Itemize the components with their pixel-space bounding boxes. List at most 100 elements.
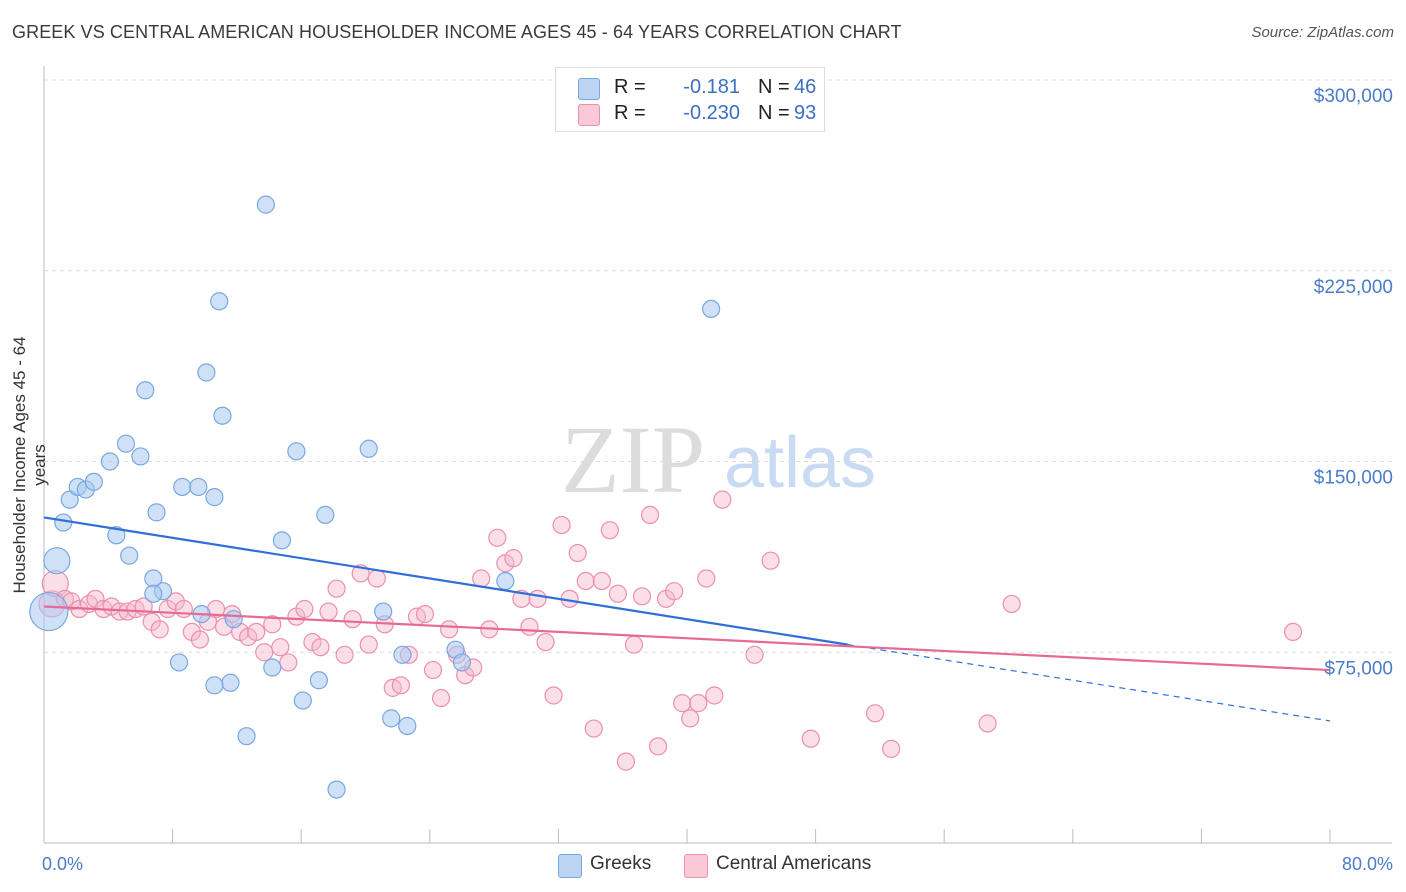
greek-point xyxy=(398,716,417,736)
y-tick-label: $225,000 xyxy=(1314,277,1393,298)
y-tick-labels: $75,000 $150,000 $225,000 $300,000 xyxy=(1314,86,1393,679)
central-american-point xyxy=(761,551,780,570)
central-american-point xyxy=(431,688,451,708)
watermark-zip: ZIP xyxy=(561,406,705,513)
central-american-point xyxy=(391,676,410,695)
central-legend-label: Central Americans xyxy=(716,853,872,874)
central-american-point xyxy=(271,638,290,657)
greek-point xyxy=(173,477,192,497)
central-american-point xyxy=(616,752,636,771)
central-american-points xyxy=(38,490,1303,771)
greek-point xyxy=(256,195,275,214)
central-american-point xyxy=(713,490,732,509)
greek-points xyxy=(29,195,721,799)
central-r-label: R = xyxy=(614,102,646,124)
central-american-point xyxy=(295,599,314,619)
series-legend: Greeks Central Americans xyxy=(0,852,1406,878)
central-american-point xyxy=(801,729,820,748)
greek-point xyxy=(43,547,71,575)
stats-legend: R = -0.181 N = 46 R = -0.230 N = 93 xyxy=(555,67,825,132)
greek-point xyxy=(287,442,306,461)
greek-point xyxy=(221,673,240,692)
greek-point xyxy=(107,526,126,545)
greek-point xyxy=(382,709,401,728)
greek-point xyxy=(224,610,243,629)
central-american-point xyxy=(568,543,587,563)
central-american-point xyxy=(327,579,346,598)
greek-point xyxy=(210,292,229,311)
central-american-point xyxy=(367,569,386,588)
greek-point xyxy=(131,447,150,466)
central-american-point xyxy=(311,638,330,657)
greek-point xyxy=(100,452,120,471)
greeks-trend-extension xyxy=(847,644,1331,722)
central-american-point xyxy=(544,686,563,705)
central-trend-line xyxy=(43,605,1331,672)
central-american-point xyxy=(247,622,266,642)
greek-point xyxy=(189,477,208,497)
greek-point xyxy=(29,591,69,632)
y-tick-label: $75,000 xyxy=(1324,658,1393,679)
greek-point xyxy=(136,381,155,400)
greeks-n-value: 46 xyxy=(794,76,817,98)
greek-point xyxy=(359,439,378,458)
central-american-point xyxy=(174,599,193,619)
central-american-point xyxy=(592,571,611,591)
greek-point xyxy=(263,658,282,677)
central-american-point xyxy=(343,610,362,629)
central-american-point xyxy=(624,635,644,654)
central-american-point xyxy=(673,694,692,713)
central-american-point xyxy=(423,660,443,680)
central-american-point xyxy=(359,635,378,654)
central-american-point xyxy=(255,643,274,662)
gridlines xyxy=(44,79,1392,653)
greek-point xyxy=(452,653,472,672)
greeks-r-label: R = xyxy=(614,76,646,98)
central-american-point xyxy=(584,719,603,738)
central-swatch xyxy=(578,104,600,126)
central-american-point xyxy=(415,604,435,624)
greek-point xyxy=(144,584,163,603)
greeks-trend-line xyxy=(43,516,848,646)
central-american-point xyxy=(640,505,660,525)
greeks-legend-label: Greeks xyxy=(590,853,652,874)
greek-point xyxy=(293,691,312,710)
central-american-point xyxy=(705,686,724,705)
central-american-point xyxy=(472,569,491,588)
greeks-n-label: N = xyxy=(758,76,790,98)
greeks-swatch xyxy=(578,78,600,100)
central-american-point xyxy=(190,630,210,649)
greek-point xyxy=(197,363,216,382)
greeks-r-value: -0.181 xyxy=(683,76,740,98)
greek-point xyxy=(393,645,412,664)
greek-point xyxy=(327,780,346,799)
trend-lines xyxy=(43,516,1331,722)
greek-point xyxy=(374,602,393,621)
watermark: ZIP atlas xyxy=(561,406,876,513)
central-american-point xyxy=(504,549,523,568)
central-american-point xyxy=(335,645,354,664)
y-tick-label: $300,000 xyxy=(1314,86,1393,107)
central-legend-swatch xyxy=(684,854,708,878)
greek-point xyxy=(144,569,163,588)
central-american-point xyxy=(279,653,298,672)
central-american-point xyxy=(1283,622,1303,642)
central-american-point xyxy=(150,620,169,639)
central-n-value: 93 xyxy=(794,102,817,124)
central-american-point xyxy=(978,714,997,733)
greek-point xyxy=(120,546,139,565)
central-american-point xyxy=(600,521,619,540)
central-american-point xyxy=(745,645,764,664)
central-american-point xyxy=(520,617,539,636)
x-tick-label: 0.0% xyxy=(42,854,83,874)
greek-point xyxy=(496,571,515,591)
chart-title: GREEK VS CENTRAL AMERICAN HOUSEHOLDER IN… xyxy=(12,22,902,42)
greek-point xyxy=(309,671,328,690)
greek-point xyxy=(205,676,224,695)
central-american-point xyxy=(439,620,459,639)
greek-point xyxy=(116,434,136,453)
central-american-point xyxy=(528,589,547,608)
greek-point xyxy=(147,503,166,522)
central-american-point xyxy=(536,632,555,652)
greek-point xyxy=(84,472,103,491)
